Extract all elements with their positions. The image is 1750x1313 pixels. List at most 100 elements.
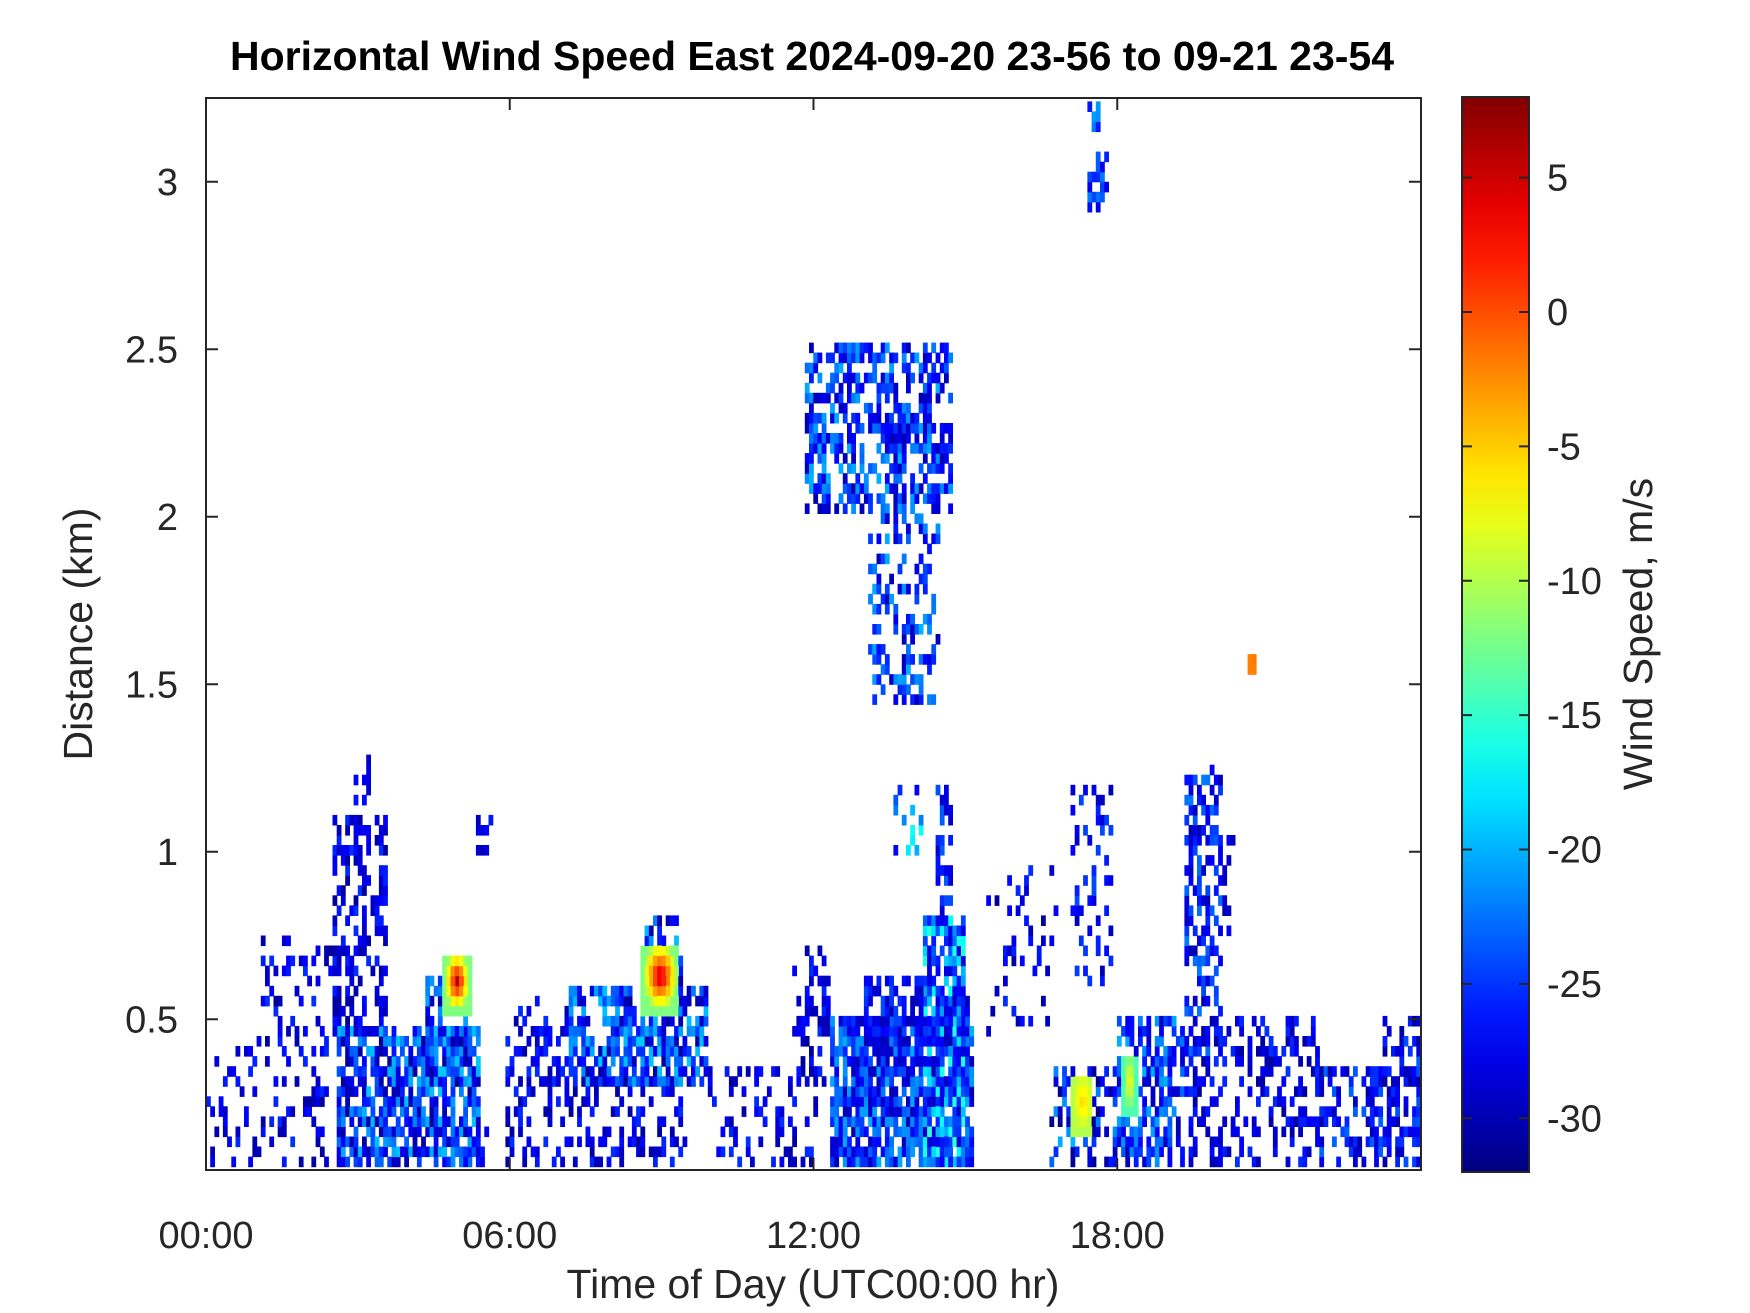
heatmap-cell (1256, 1026, 1261, 1037)
heatmap-cell (809, 1056, 814, 1067)
heatmap-cell (830, 1015, 835, 1027)
heatmap-cell (910, 613, 915, 625)
heatmap-cell (1412, 1066, 1417, 1077)
heatmap-cell (1197, 1005, 1202, 1017)
heatmap-cell (640, 1046, 646, 1057)
heatmap-cell (345, 1046, 350, 1057)
heatmap-cell (809, 443, 814, 454)
heatmap-cell (952, 1086, 958, 1097)
heatmap-cell (859, 503, 865, 514)
heatmap-cell (467, 1136, 473, 1148)
heatmap-cell (345, 845, 350, 856)
heatmap-cell (1209, 975, 1215, 987)
heatmap-cell (956, 1096, 962, 1107)
heatmap-cell (1095, 161, 1101, 173)
heatmap-cell (872, 654, 878, 665)
heatmap-cell (340, 1156, 346, 1168)
heatmap-cell (475, 825, 481, 836)
heatmap-cell (821, 1015, 827, 1027)
heatmap-cell (1192, 885, 1198, 896)
heatmap-cell (948, 1096, 953, 1107)
heatmap-cell (640, 1146, 646, 1158)
heatmap-cell (1205, 995, 1211, 1007)
heatmap-cell (674, 1076, 679, 1087)
heatmap-cell (1260, 1046, 1266, 1057)
heatmap-cell (1213, 1096, 1219, 1107)
heatmap-cell (657, 1076, 662, 1087)
heatmap-cell (1108, 925, 1114, 937)
heatmap-cell (589, 1046, 595, 1057)
heatmap-cell (825, 473, 831, 484)
heatmap-cell (665, 945, 671, 957)
heatmap-cell (847, 1015, 852, 1027)
heatmap-cell (463, 1156, 468, 1168)
heatmap-cell (859, 1146, 865, 1158)
heatmap-cell (429, 1026, 435, 1037)
heatmap-cell (589, 1036, 595, 1047)
heatmap-cell (437, 1036, 443, 1047)
heatmap-cell (1289, 1036, 1295, 1047)
heatmap-cell (1416, 1136, 1422, 1148)
heatmap-cell (1100, 161, 1105, 173)
heatmap-cell (534, 1036, 540, 1047)
heatmap-cell (1154, 1056, 1160, 1067)
heatmap-cell (526, 1036, 532, 1047)
heatmap-cell (378, 915, 384, 926)
y-tick-label: 1.5 (125, 664, 178, 706)
heatmap-cell (931, 1106, 937, 1117)
heatmap-cell (442, 975, 447, 987)
heatmap-cell (636, 1046, 641, 1057)
heatmap-cell (804, 392, 810, 404)
heatmap-cell (884, 1136, 890, 1148)
heatmap-cell (1357, 1146, 1363, 1158)
heatmap-cell (374, 1116, 380, 1127)
heatmap-cell (750, 1156, 755, 1168)
heatmap-cell (931, 925, 937, 937)
heatmap-cell (1201, 995, 1206, 1007)
heatmap-cell (1167, 1146, 1173, 1158)
heatmap-cell (884, 1126, 890, 1138)
heatmap-cell (1192, 1106, 1198, 1117)
heatmap-cell (868, 1066, 873, 1077)
heatmap-cell (395, 1036, 401, 1047)
heatmap-cell (935, 865, 941, 876)
heatmap-cell (678, 1026, 684, 1037)
heatmap-cell (644, 985, 650, 997)
heatmap-cell (901, 694, 907, 705)
heatmap-cell (1226, 855, 1232, 866)
heatmap-cell (518, 1096, 523, 1107)
heatmap-cell (695, 1036, 700, 1047)
heatmap-cell (1378, 1116, 1384, 1127)
heatmap-cell (459, 1005, 464, 1017)
heatmap-cell (872, 412, 878, 424)
heatmap-cell (965, 1015, 970, 1027)
heatmap-cell (450, 1156, 456, 1168)
heatmap-cell (1129, 1096, 1135, 1107)
heatmap-cell (623, 985, 629, 997)
heatmap-cell (1188, 905, 1194, 916)
heatmap-cell (859, 423, 865, 434)
heatmap-cell (788, 1156, 793, 1168)
heatmap-cell (581, 1066, 587, 1077)
heatmap-cell (1062, 1086, 1067, 1097)
heatmap-cell (876, 402, 882, 414)
heatmap-cell (931, 593, 937, 605)
heatmap-cell (378, 1076, 384, 1087)
y-axis-label: Distance (km) (55, 508, 101, 761)
heatmap-cell (1159, 1015, 1164, 1027)
heatmap-cell (442, 1026, 447, 1037)
heatmap-cell (1074, 825, 1080, 836)
heatmap-cell (454, 975, 460, 987)
heatmap-cell (922, 352, 928, 364)
heatmap-cell (775, 1106, 781, 1117)
heatmap-cell (471, 1046, 477, 1057)
heatmap-cell (1192, 1136, 1198, 1148)
heatmap-cell (969, 1126, 975, 1138)
heatmap-cell (362, 1026, 367, 1037)
heatmap-cell (391, 1156, 397, 1168)
heatmap-cell (1007, 905, 1012, 916)
heatmap-cell (1184, 1086, 1190, 1097)
heatmap-cell (1386, 1096, 1392, 1107)
heatmap-cell (353, 1086, 359, 1097)
heatmap-cell (636, 1026, 641, 1037)
